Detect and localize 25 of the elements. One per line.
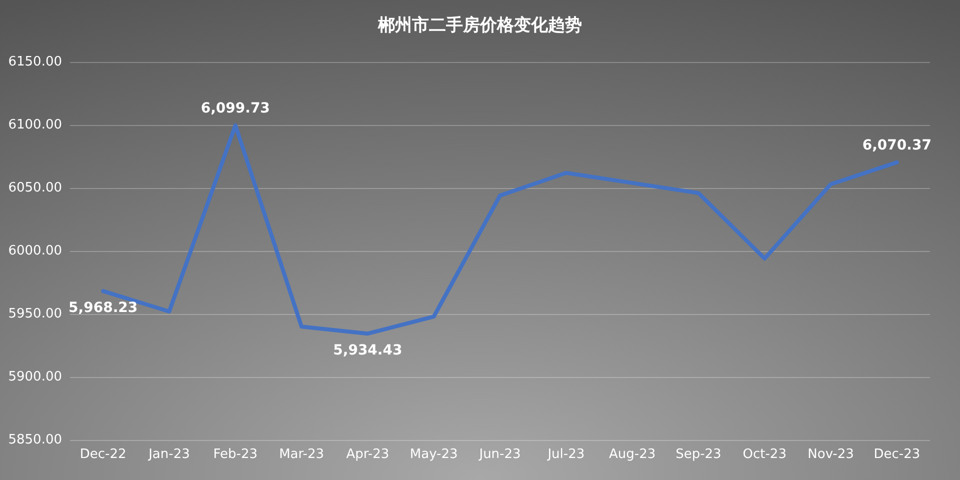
x-tick-label: Dec-22 <box>80 447 126 462</box>
data-label: 6,099.73 <box>200 100 270 116</box>
chart-title: 郴州市二手房价格变化趋势 <box>377 16 582 36</box>
x-tick-label: Jul-23 <box>546 447 585 462</box>
data-label: 5,968.23 <box>68 300 138 316</box>
y-tick-label: 5950.00 <box>8 306 62 322</box>
x-tick-label: Aug-23 <box>608 447 656 462</box>
x-tick-label: Apr-23 <box>346 447 390 462</box>
x-tick-label: Dec-23 <box>874 447 920 462</box>
x-tick-label: Sep-23 <box>676 447 722 462</box>
y-tick-label: 5850.00 <box>8 432 62 448</box>
y-tick-label: 5900.00 <box>8 370 62 384</box>
data-label: 6,070.37 <box>862 137 932 154</box>
x-tick-label: May-23 <box>410 447 458 462</box>
x-tick-label: Feb-23 <box>213 447 258 462</box>
x-tick-label: Oct-23 <box>742 447 786 462</box>
x-tick-label: Mar-23 <box>279 447 324 462</box>
x-tick-label: Nov-23 <box>808 447 854 462</box>
x-tick-label: Jun-23 <box>478 447 521 462</box>
data-label: 5,934.43 <box>333 342 402 359</box>
y-tick-label: 6050.00 <box>8 180 62 196</box>
x-tick-label: Jan-23 <box>148 447 190 462</box>
y-tick-label: 6000.00 <box>8 244 62 258</box>
y-tick-label: 6150.00 <box>8 54 62 70</box>
y-tick-label: 6100.00 <box>8 118 62 132</box>
